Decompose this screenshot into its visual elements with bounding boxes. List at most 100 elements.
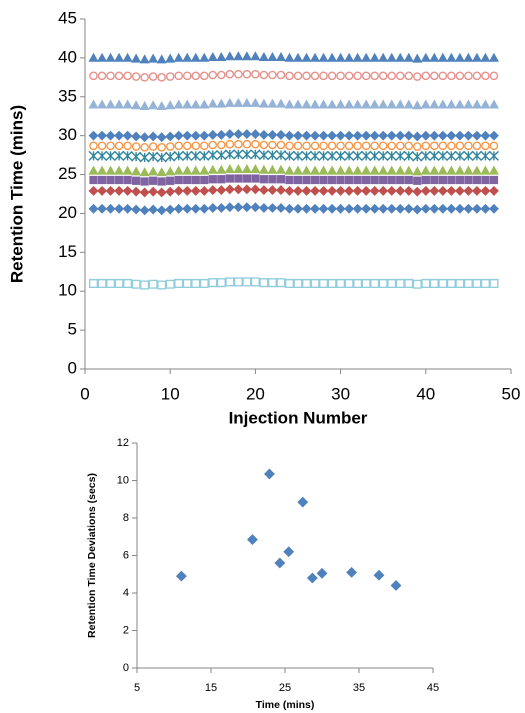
point	[88, 52, 99, 62]
x-tick-label: 15	[205, 682, 217, 694]
point	[447, 141, 456, 151]
point	[105, 150, 116, 161]
point	[293, 175, 303, 185]
point	[446, 52, 457, 62]
point	[481, 141, 490, 151]
point	[131, 186, 142, 197]
point	[284, 130, 295, 141]
point	[395, 99, 406, 109]
point	[463, 185, 474, 196]
point	[217, 70, 226, 80]
point	[199, 165, 210, 175]
point	[352, 99, 363, 109]
point	[472, 175, 482, 185]
point	[241, 97, 252, 107]
point	[403, 150, 414, 161]
point	[250, 184, 261, 195]
point	[140, 73, 149, 82]
point	[353, 175, 362, 185]
point	[97, 165, 108, 175]
point	[148, 186, 159, 197]
point	[131, 72, 141, 81]
point	[182, 278, 192, 288]
point	[199, 278, 209, 288]
point	[488, 165, 499, 175]
point	[386, 203, 397, 214]
point	[310, 141, 320, 151]
point	[489, 278, 499, 288]
point	[285, 71, 294, 81]
point	[250, 202, 261, 213]
point	[259, 70, 269, 80]
point	[455, 141, 465, 151]
point	[140, 280, 150, 290]
point	[318, 185, 329, 196]
point	[258, 164, 269, 174]
point	[472, 71, 482, 81]
point	[301, 278, 312, 288]
y-tick-label: 8	[123, 512, 129, 524]
point	[463, 52, 474, 62]
point	[378, 165, 389, 175]
point	[386, 99, 397, 109]
point	[327, 150, 338, 161]
point	[131, 204, 142, 215]
point	[327, 165, 338, 175]
point	[454, 150, 465, 161]
point	[157, 177, 166, 186]
point	[285, 141, 294, 151]
point	[268, 175, 277, 184]
point	[361, 130, 372, 141]
point	[336, 175, 345, 185]
point	[327, 175, 337, 185]
point	[318, 130, 329, 141]
point	[369, 165, 380, 175]
point	[370, 71, 379, 81]
point	[378, 71, 388, 81]
point	[301, 185, 312, 196]
point	[284, 165, 295, 175]
point	[105, 99, 116, 109]
point	[225, 139, 235, 149]
point	[157, 143, 166, 152]
point	[327, 99, 338, 109]
point	[327, 141, 337, 151]
point	[233, 163, 244, 174]
point	[250, 277, 260, 287]
point	[216, 185, 227, 196]
point	[216, 51, 227, 62]
point	[488, 99, 499, 109]
point	[258, 185, 269, 196]
point	[267, 51, 278, 62]
point	[234, 139, 243, 149]
point	[471, 99, 482, 109]
x-tick-label: 40	[416, 384, 435, 403]
point	[292, 52, 304, 62]
point	[404, 175, 413, 185]
point	[88, 203, 99, 214]
point	[361, 185, 372, 196]
point	[344, 141, 354, 151]
point	[362, 175, 371, 185]
point	[471, 52, 482, 62]
point	[344, 278, 354, 288]
y-tick-label: 2	[123, 624, 129, 636]
point	[182, 52, 193, 62]
point	[378, 130, 389, 141]
point	[420, 185, 431, 196]
point	[429, 278, 439, 288]
point	[258, 129, 269, 140]
y-tick-label: 0	[68, 358, 77, 377]
y-tick-label: 0	[123, 662, 129, 674]
point	[420, 52, 431, 62]
point	[471, 165, 482, 175]
point	[267, 150, 278, 161]
point	[156, 132, 167, 143]
point	[267, 129, 278, 140]
point	[386, 165, 397, 175]
point	[123, 278, 133, 288]
point	[480, 185, 491, 196]
point	[114, 141, 124, 151]
point	[174, 278, 184, 288]
